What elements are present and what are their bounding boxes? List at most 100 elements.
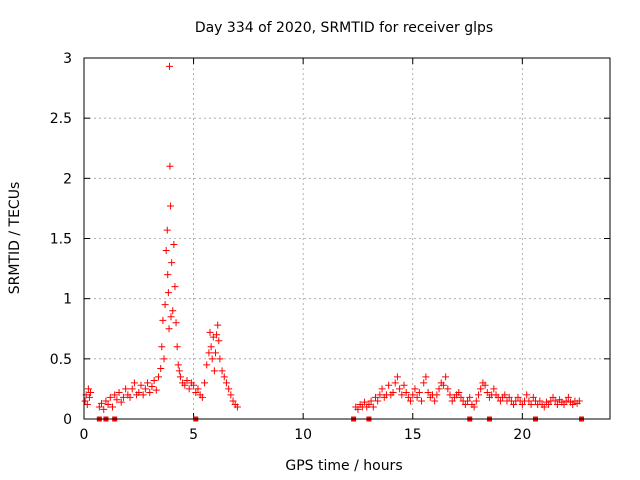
data-point — [365, 401, 373, 409]
data-point — [529, 393, 537, 401]
y-tick-label: 2 — [63, 171, 72, 187]
data-point — [115, 389, 123, 397]
data-point — [174, 361, 182, 369]
data-point — [442, 373, 450, 381]
data-point — [404, 393, 412, 401]
data-point — [374, 397, 382, 405]
data-point — [461, 401, 469, 409]
data-point — [167, 202, 175, 210]
data-point — [501, 391, 509, 399]
data-point — [431, 397, 439, 405]
data-point — [203, 361, 211, 369]
data-point — [165, 62, 173, 70]
data-point — [168, 259, 176, 267]
data-point — [446, 391, 454, 399]
data-point — [407, 397, 415, 405]
data-point — [545, 401, 553, 409]
y-axis-label: SRMTID / TECUs — [7, 182, 23, 295]
data-point — [510, 401, 518, 409]
data-point — [164, 271, 172, 279]
data-point — [227, 391, 235, 399]
data-point — [354, 405, 362, 413]
data-point — [415, 389, 423, 397]
data-point — [144, 379, 152, 387]
data-point — [205, 349, 213, 357]
data-point — [411, 385, 419, 393]
data-point — [229, 397, 237, 405]
data-point — [137, 381, 145, 389]
data-point — [391, 379, 399, 387]
data-point — [208, 355, 216, 363]
data-point — [413, 393, 421, 401]
data-point — [470, 403, 478, 411]
data-point — [169, 307, 177, 315]
data-point — [84, 385, 92, 393]
data-point — [108, 403, 116, 411]
data-point — [475, 391, 482, 399]
data-point — [210, 367, 218, 375]
x-tick-label: 10 — [294, 427, 312, 443]
data-point — [575, 397, 583, 405]
y-tick-label: 0.5 — [50, 352, 72, 368]
x-tick-label: 20 — [513, 427, 531, 443]
data-point — [170, 241, 178, 249]
data-point — [212, 349, 219, 357]
data-point — [424, 389, 432, 397]
data-point — [560, 401, 568, 409]
data-point — [569, 401, 577, 409]
data-point — [152, 386, 160, 394]
data-point — [166, 162, 174, 170]
data-point — [525, 397, 533, 405]
data-point — [119, 393, 127, 401]
data-point — [167, 313, 175, 321]
data-point — [367, 397, 375, 405]
data-point — [165, 325, 173, 333]
data-point — [122, 385, 130, 393]
data-point — [376, 391, 384, 399]
data-point — [95, 403, 103, 411]
data-point — [215, 337, 223, 345]
y-tick-label: 3 — [63, 51, 72, 67]
chart-title: Day 334 of 2020, SRMTID for receiver glp… — [195, 20, 493, 36]
data-point — [553, 401, 561, 409]
x-tick-label: 0 — [80, 427, 89, 443]
data-point — [176, 373, 184, 381]
plot-frame — [83, 57, 611, 420]
data-point — [523, 391, 531, 399]
data-point — [173, 343, 181, 351]
data-point — [518, 401, 526, 409]
data-point — [490, 385, 498, 393]
data-point — [448, 397, 456, 405]
data-point — [420, 379, 428, 387]
data-point — [216, 355, 224, 363]
data-point — [396, 385, 404, 393]
data-point — [564, 393, 572, 401]
data-point — [162, 247, 170, 255]
data-point — [562, 397, 570, 405]
data-point — [190, 381, 198, 389]
data-point — [361, 398, 369, 406]
data-point — [185, 385, 193, 393]
data-point — [483, 389, 491, 397]
data-point — [102, 397, 110, 405]
x-axis-label: GPS time / hours — [285, 458, 402, 474]
y-tick-label: 1.5 — [50, 232, 72, 248]
x-tick-label: 5 — [189, 427, 198, 443]
data-point — [106, 393, 114, 401]
points-layer — [81, 62, 585, 422]
data-point — [157, 364, 165, 372]
data-point — [81, 397, 89, 405]
data-point — [220, 373, 228, 381]
data-point — [433, 391, 441, 399]
data-point — [85, 393, 93, 401]
data-point — [198, 393, 206, 401]
data-point — [218, 367, 226, 375]
data-point — [409, 391, 417, 399]
data-point — [128, 385, 136, 393]
data-point — [472, 397, 480, 405]
data-point — [496, 397, 504, 405]
data-point — [233, 403, 241, 411]
data-point — [87, 389, 95, 397]
grid-layer — [84, 58, 610, 419]
